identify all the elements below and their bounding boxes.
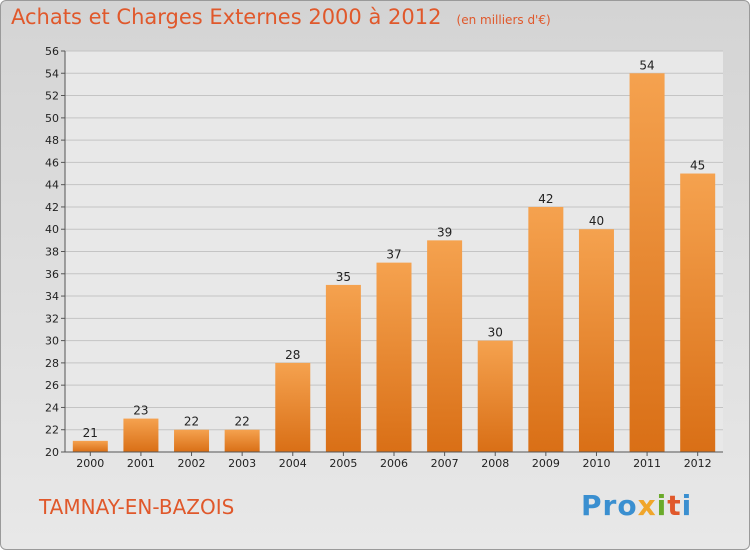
bar-2012 <box>680 173 716 452</box>
y-tick-label: 44 <box>45 179 59 192</box>
y-tick-label: 34 <box>45 290 59 303</box>
title-line: Achats et Charges Externes 2000 à 2012 (… <box>11 5 551 29</box>
y-tick-label: 36 <box>45 268 59 281</box>
y-tick-label: 28 <box>45 357 59 370</box>
bar-2000 <box>72 440 108 452</box>
data-label-2001: 23 <box>133 404 148 418</box>
data-label-2003: 22 <box>235 415 250 429</box>
y-tick-label: 40 <box>45 223 59 236</box>
y-tick-label: 42 <box>45 201 59 214</box>
y-tick-label: 24 <box>45 401 59 414</box>
bar-2009 <box>528 206 564 452</box>
logo-part-2: x <box>637 489 657 522</box>
y-tick-label: 38 <box>45 246 59 259</box>
data-label-2002: 22 <box>184 415 199 429</box>
logo-part-4: t <box>667 489 682 522</box>
y-tick-label: 48 <box>45 134 59 147</box>
logo-part-1: Pro <box>581 489 638 522</box>
logo-part-3: i <box>656 489 668 522</box>
chart-subtitle: (en milliers d'€) <box>456 13 551 27</box>
bar-2011 <box>629 73 665 453</box>
data-label-2011: 54 <box>639 58 654 72</box>
y-tick-label: 52 <box>45 90 59 103</box>
x-tick-label: 2006 <box>380 457 408 470</box>
logo-part-5: i <box>681 489 693 522</box>
y-tick-label: 22 <box>45 424 59 437</box>
bar-2005 <box>325 284 361 452</box>
x-tick-label: 2002 <box>178 457 206 470</box>
y-tick-label: 32 <box>45 312 59 325</box>
x-tick-label: 2012 <box>684 457 712 470</box>
bar-2006 <box>376 262 412 452</box>
data-label-2004: 28 <box>285 348 300 362</box>
data-label-2005: 35 <box>336 270 351 284</box>
bar-2003 <box>224 429 260 452</box>
x-tick-label: 2000 <box>76 457 104 470</box>
x-tick-label: 2008 <box>481 457 509 470</box>
chart-title: Achats et Charges Externes 2000 à 2012 <box>11 5 442 29</box>
x-tick-label: 2003 <box>228 457 256 470</box>
data-label-2006: 37 <box>386 248 401 262</box>
bar-2008 <box>477 340 513 452</box>
x-tick-label: 2004 <box>279 457 307 470</box>
x-tick-label: 2001 <box>127 457 155 470</box>
data-label-2010: 40 <box>589 214 604 228</box>
data-label-2012: 45 <box>690 159 705 173</box>
y-tick-label: 50 <box>45 112 59 125</box>
bar-2001 <box>123 418 159 452</box>
x-tick-label: 2010 <box>582 457 610 470</box>
data-label-2000: 21 <box>83 426 98 440</box>
data-label-2009: 42 <box>538 192 553 206</box>
proxiti-logo: Proxiti <box>581 489 692 522</box>
location-name: TAMNAY-EN-BAZOIS <box>39 495 235 519</box>
x-tick-label: 2005 <box>329 457 357 470</box>
y-tick-label: 46 <box>45 156 59 169</box>
y-tick-label: 20 <box>45 446 59 459</box>
data-label-2007: 39 <box>437 225 452 239</box>
x-tick-label: 2011 <box>633 457 661 470</box>
bar-2007 <box>427 240 463 452</box>
x-tick-label: 2007 <box>431 457 459 470</box>
y-tick-label: 56 <box>45 45 59 58</box>
data-label-2008: 30 <box>488 326 503 340</box>
bar-2002 <box>174 429 210 452</box>
y-tick-label: 54 <box>45 67 59 80</box>
y-tick-label: 26 <box>45 379 59 392</box>
bar-2010 <box>578 229 614 452</box>
bar-2004 <box>275 362 311 452</box>
y-tick-label: 30 <box>45 335 59 348</box>
x-tick-label: 2009 <box>532 457 560 470</box>
